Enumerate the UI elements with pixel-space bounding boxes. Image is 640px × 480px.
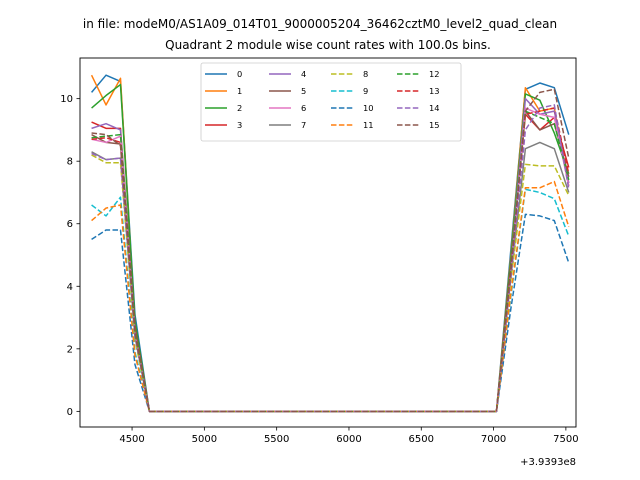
plot-area (90, 74, 570, 413)
legend-label-11: 11 (363, 120, 374, 130)
x-offset-label: +3.9393e8 (520, 457, 576, 468)
legend-label-12: 12 (429, 69, 440, 79)
legend-box (200, 62, 462, 142)
y-tick-label: 6 (67, 219, 73, 230)
series-line-9 (91, 188, 570, 413)
figure-suptitle: in file: modeM0/AS1A09_014T01_9000005204… (83, 17, 557, 31)
legend-label-2: 2 (237, 103, 242, 113)
series-line-11 (91, 180, 570, 413)
series-line-7 (91, 141, 570, 413)
series-line-12 (91, 110, 570, 413)
x-axis: 4500 5000 5500 6000 6500 7000 7500 (119, 427, 579, 445)
chart-title: Quadrant 2 module wise count rates with … (165, 38, 491, 52)
plot-frame (79, 57, 577, 428)
series-line-13 (91, 107, 570, 413)
y-tick-label: 0 (67, 407, 73, 418)
x-tick-label: 6000 (336, 434, 361, 445)
legend-label-9: 9 (363, 86, 368, 96)
legend-label-5: 5 (301, 86, 306, 96)
x-tick-label: 6500 (409, 434, 434, 445)
legend-label-14: 14 (429, 103, 440, 113)
legend-label-15: 15 (429, 120, 440, 130)
legend-label-6: 6 (301, 103, 306, 113)
legend-label-8: 8 (363, 69, 368, 79)
series-line-8 (91, 154, 570, 413)
legend-label-0: 0 (237, 69, 242, 79)
legend-label-10: 10 (363, 103, 374, 113)
series-line-5 (91, 110, 570, 413)
y-tick-label: 4 (67, 282, 73, 293)
y-tick-label: 8 (67, 157, 73, 168)
legend-label-3: 3 (237, 120, 242, 130)
series-line-14 (91, 104, 570, 413)
y-tick-label: 10 (60, 94, 73, 105)
legend-label-4: 4 (301, 69, 306, 79)
series-line-6 (91, 107, 570, 413)
legend-label-7: 7 (301, 120, 306, 130)
series-line-15 (91, 88, 570, 413)
x-tick-label: 7500 (553, 434, 578, 445)
y-tick-label: 2 (67, 344, 73, 355)
series-line-4 (91, 97, 570, 413)
x-tick-label: 7000 (481, 434, 506, 445)
y-axis: 0 2 4 6 8 10 (60, 94, 80, 418)
series-line-10 (91, 213, 570, 413)
legend-label-1: 1 (237, 86, 242, 96)
x-tick-label: 5000 (192, 434, 217, 445)
x-tick-label: 4500 (119, 434, 144, 445)
series-line-3 (91, 113, 570, 413)
legend-label-13: 13 (429, 86, 440, 96)
x-tick-label: 5500 (264, 434, 289, 445)
